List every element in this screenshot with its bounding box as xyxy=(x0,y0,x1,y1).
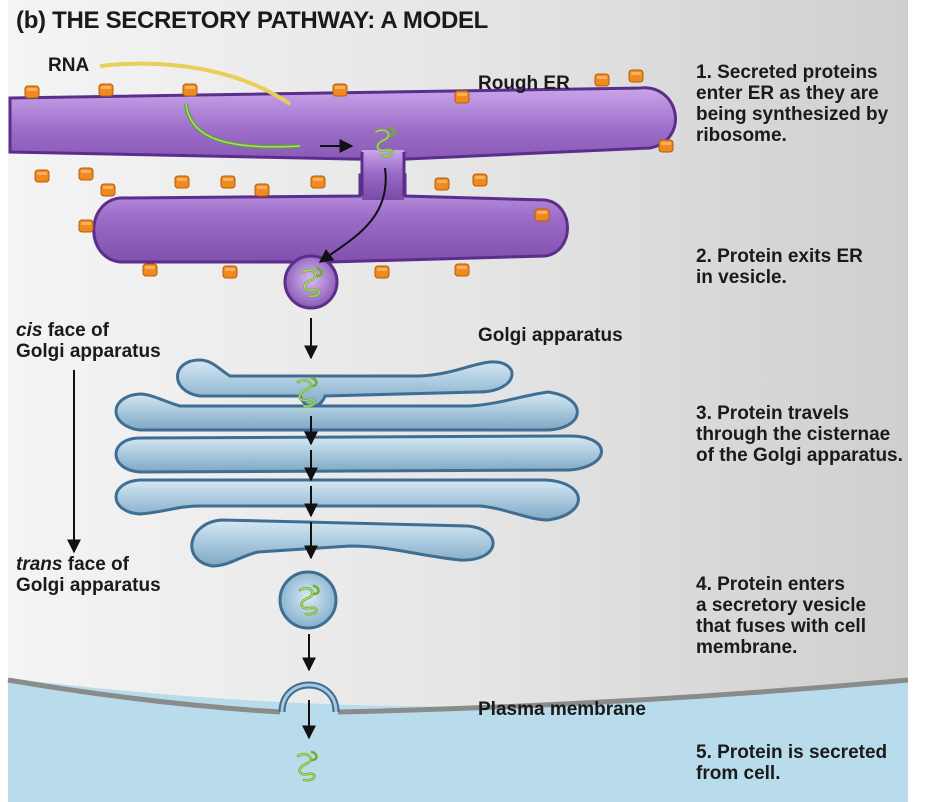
trans-line2: Golgi apparatus xyxy=(16,575,161,596)
step-1-line-4: ribosome. xyxy=(696,125,787,146)
step-2-line-1: 2. Protein exits ER xyxy=(696,246,863,267)
step-1-line-2: enter ER as they are xyxy=(696,83,879,104)
step-2-line-2: in vesicle. xyxy=(696,267,787,288)
step-3-text: 3. Protein travels through the cisternae… xyxy=(696,403,903,466)
step-3-line-1: 3. Protein travels xyxy=(696,403,850,424)
step-3-line-3: of the Golgi apparatus. xyxy=(696,445,903,466)
step-4-line-4: membrane. xyxy=(696,637,798,658)
plasma-membrane-label: Plasma membrane xyxy=(478,699,646,720)
trans-face-label: trans face of Golgi apparatus xyxy=(16,554,161,596)
step-3-line-2: through the cisternae xyxy=(696,424,891,445)
step-1-text: 1. Secreted proteins enter ER as they ar… xyxy=(696,62,888,146)
cis-face-label: cis face of Golgi apparatus xyxy=(16,320,161,362)
trans-rest: face of xyxy=(62,554,129,575)
er-vesicle xyxy=(283,254,339,310)
cis-rest: face of xyxy=(42,320,109,341)
rna-strand xyxy=(99,61,292,106)
plasma-membrane-left xyxy=(7,677,281,715)
rna-label: RNA xyxy=(48,55,90,76)
step-5-text: 5. Protein is secreted from cell. xyxy=(696,742,887,784)
step-4-line-1: 4. Protein enters xyxy=(696,574,845,595)
plasma-membrane-right xyxy=(337,677,909,715)
step-5-line-2: from cell. xyxy=(696,763,781,784)
golgi-apparatus xyxy=(114,358,603,568)
cis-italic: cis xyxy=(16,320,43,341)
step-5-line-1: 5. Protein is secreted xyxy=(696,742,888,763)
step-4-line-2: a secretory vesicle xyxy=(696,595,867,616)
secretory-vesicle xyxy=(278,570,338,630)
trans-italic: trans xyxy=(16,554,63,575)
step-4-text: 4. Protein enters a secretory vesicle th… xyxy=(696,574,866,658)
golgi-apparatus-label: Golgi apparatus xyxy=(478,325,623,346)
step-1-line-1: 1. Secreted proteins xyxy=(696,62,878,83)
step-4-line-3: that fuses with cell xyxy=(696,616,866,637)
rough-er-label: Rough ER xyxy=(478,73,570,94)
step-1-line-3: being synthesized by xyxy=(696,104,889,125)
cis-line2: Golgi apparatus xyxy=(16,341,161,362)
step-2-text: 2. Protein exits ER in vesicle. xyxy=(696,246,863,288)
figure-title: (b) THE SECRETORY PATHWAY: A MODEL xyxy=(16,7,489,34)
